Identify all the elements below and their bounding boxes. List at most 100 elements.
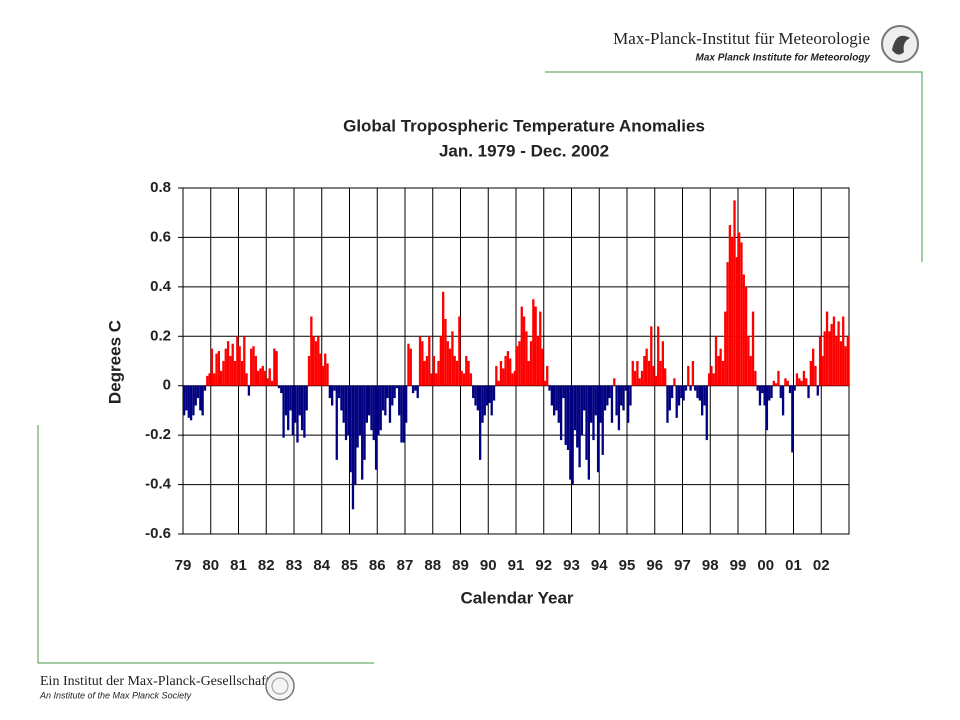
- bar: [807, 385, 810, 399]
- bar: [196, 385, 200, 399]
- bar: [425, 356, 429, 386]
- bar: [282, 385, 285, 438]
- bar: [664, 368, 667, 386]
- x-axis-label: Calendar Year: [460, 588, 573, 607]
- bar: [233, 361, 237, 386]
- bar: [337, 385, 341, 399]
- bar: [647, 361, 651, 386]
- y-tick-label: 0.8: [150, 179, 171, 196]
- x-tick-label: 83: [286, 557, 303, 574]
- bar: [208, 373, 211, 386]
- bar: [247, 385, 251, 396]
- bar: [488, 385, 491, 404]
- bar: [564, 385, 567, 446]
- bar: [275, 351, 278, 386]
- bar: [677, 385, 681, 406]
- bar: [828, 331, 831, 386]
- bar: [580, 385, 584, 436]
- y-tick-label: 0.2: [150, 327, 171, 344]
- x-tick-label: 93: [563, 557, 580, 574]
- bar: [756, 385, 759, 391]
- chart-title: Global Tropospheric Temperature Anomalie…: [343, 116, 705, 135]
- bar: [321, 365, 325, 386]
- y-tick-label: 0.4: [150, 278, 172, 295]
- bar: [606, 385, 609, 406]
- bar: [546, 365, 549, 386]
- x-tick-label: 01: [785, 557, 802, 574]
- bar: [590, 385, 593, 423]
- bar: [798, 378, 801, 386]
- bar: [291, 385, 294, 436]
- bar: [689, 385, 692, 391]
- frame-line: [545, 71, 923, 262]
- bar: [215, 353, 218, 386]
- bar: [661, 341, 664, 386]
- bar: [294, 385, 297, 423]
- bar: [536, 336, 540, 386]
- bar: [520, 306, 523, 386]
- bar: [344, 385, 348, 441]
- bar: [183, 385, 186, 416]
- bar: [363, 385, 366, 460]
- bar: [714, 336, 718, 386]
- bar: [832, 316, 836, 386]
- bar: [775, 383, 778, 386]
- bar: [206, 375, 209, 386]
- bar: [724, 311, 727, 386]
- bar: [795, 373, 799, 386]
- x-tick-label: 87: [397, 557, 414, 574]
- bar: [566, 385, 570, 450]
- bar: [252, 346, 255, 386]
- bar: [599, 385, 602, 423]
- bar: [846, 336, 849, 386]
- bar: [328, 385, 331, 399]
- x-tick-label: 00: [757, 557, 774, 574]
- bar: [728, 225, 732, 386]
- bar: [372, 385, 375, 441]
- bar: [738, 232, 741, 386]
- bar: [319, 353, 322, 386]
- bar: [432, 356, 436, 386]
- bar: [744, 286, 748, 386]
- bar: [684, 385, 688, 391]
- x-tick-label: 02: [813, 557, 830, 574]
- bar: [428, 336, 431, 386]
- bar: [592, 385, 595, 441]
- bar: [259, 368, 262, 386]
- bar: [687, 365, 690, 386]
- bar: [257, 370, 260, 386]
- bar: [800, 380, 803, 386]
- bar: [455, 361, 459, 386]
- bar: [414, 385, 417, 391]
- bar: [821, 356, 824, 386]
- bar: [842, 316, 845, 386]
- bar: [844, 346, 847, 386]
- bar: [802, 370, 806, 386]
- x-tick-label: 99: [730, 557, 747, 574]
- bar: [284, 385, 288, 416]
- bar: [460, 370, 463, 386]
- bar: [388, 385, 392, 423]
- bar: [435, 373, 438, 386]
- bar: [261, 365, 264, 386]
- bar: [481, 385, 484, 423]
- bar: [742, 274, 745, 386]
- x-tick-label: 90: [480, 557, 497, 574]
- bar: [229, 356, 232, 386]
- bar: [189, 385, 193, 421]
- bar: [300, 385, 304, 431]
- chart-subtitle: Jan. 1979 - Dec. 2002: [439, 141, 609, 160]
- bar: [270, 380, 274, 386]
- bar: [701, 385, 704, 416]
- bar: [779, 385, 782, 399]
- bar: [770, 385, 773, 399]
- bar: [631, 361, 634, 386]
- footer-title: Ein Institut der Max-Planck-Gesellschaft: [40, 674, 270, 689]
- bar: [805, 378, 808, 386]
- bar: [395, 385, 399, 389]
- bar: [187, 385, 190, 418]
- bar: [192, 385, 195, 416]
- footer-subtitle: An Institute of the Max Planck Society: [39, 690, 192, 700]
- bar: [576, 385, 579, 448]
- bar: [495, 365, 498, 386]
